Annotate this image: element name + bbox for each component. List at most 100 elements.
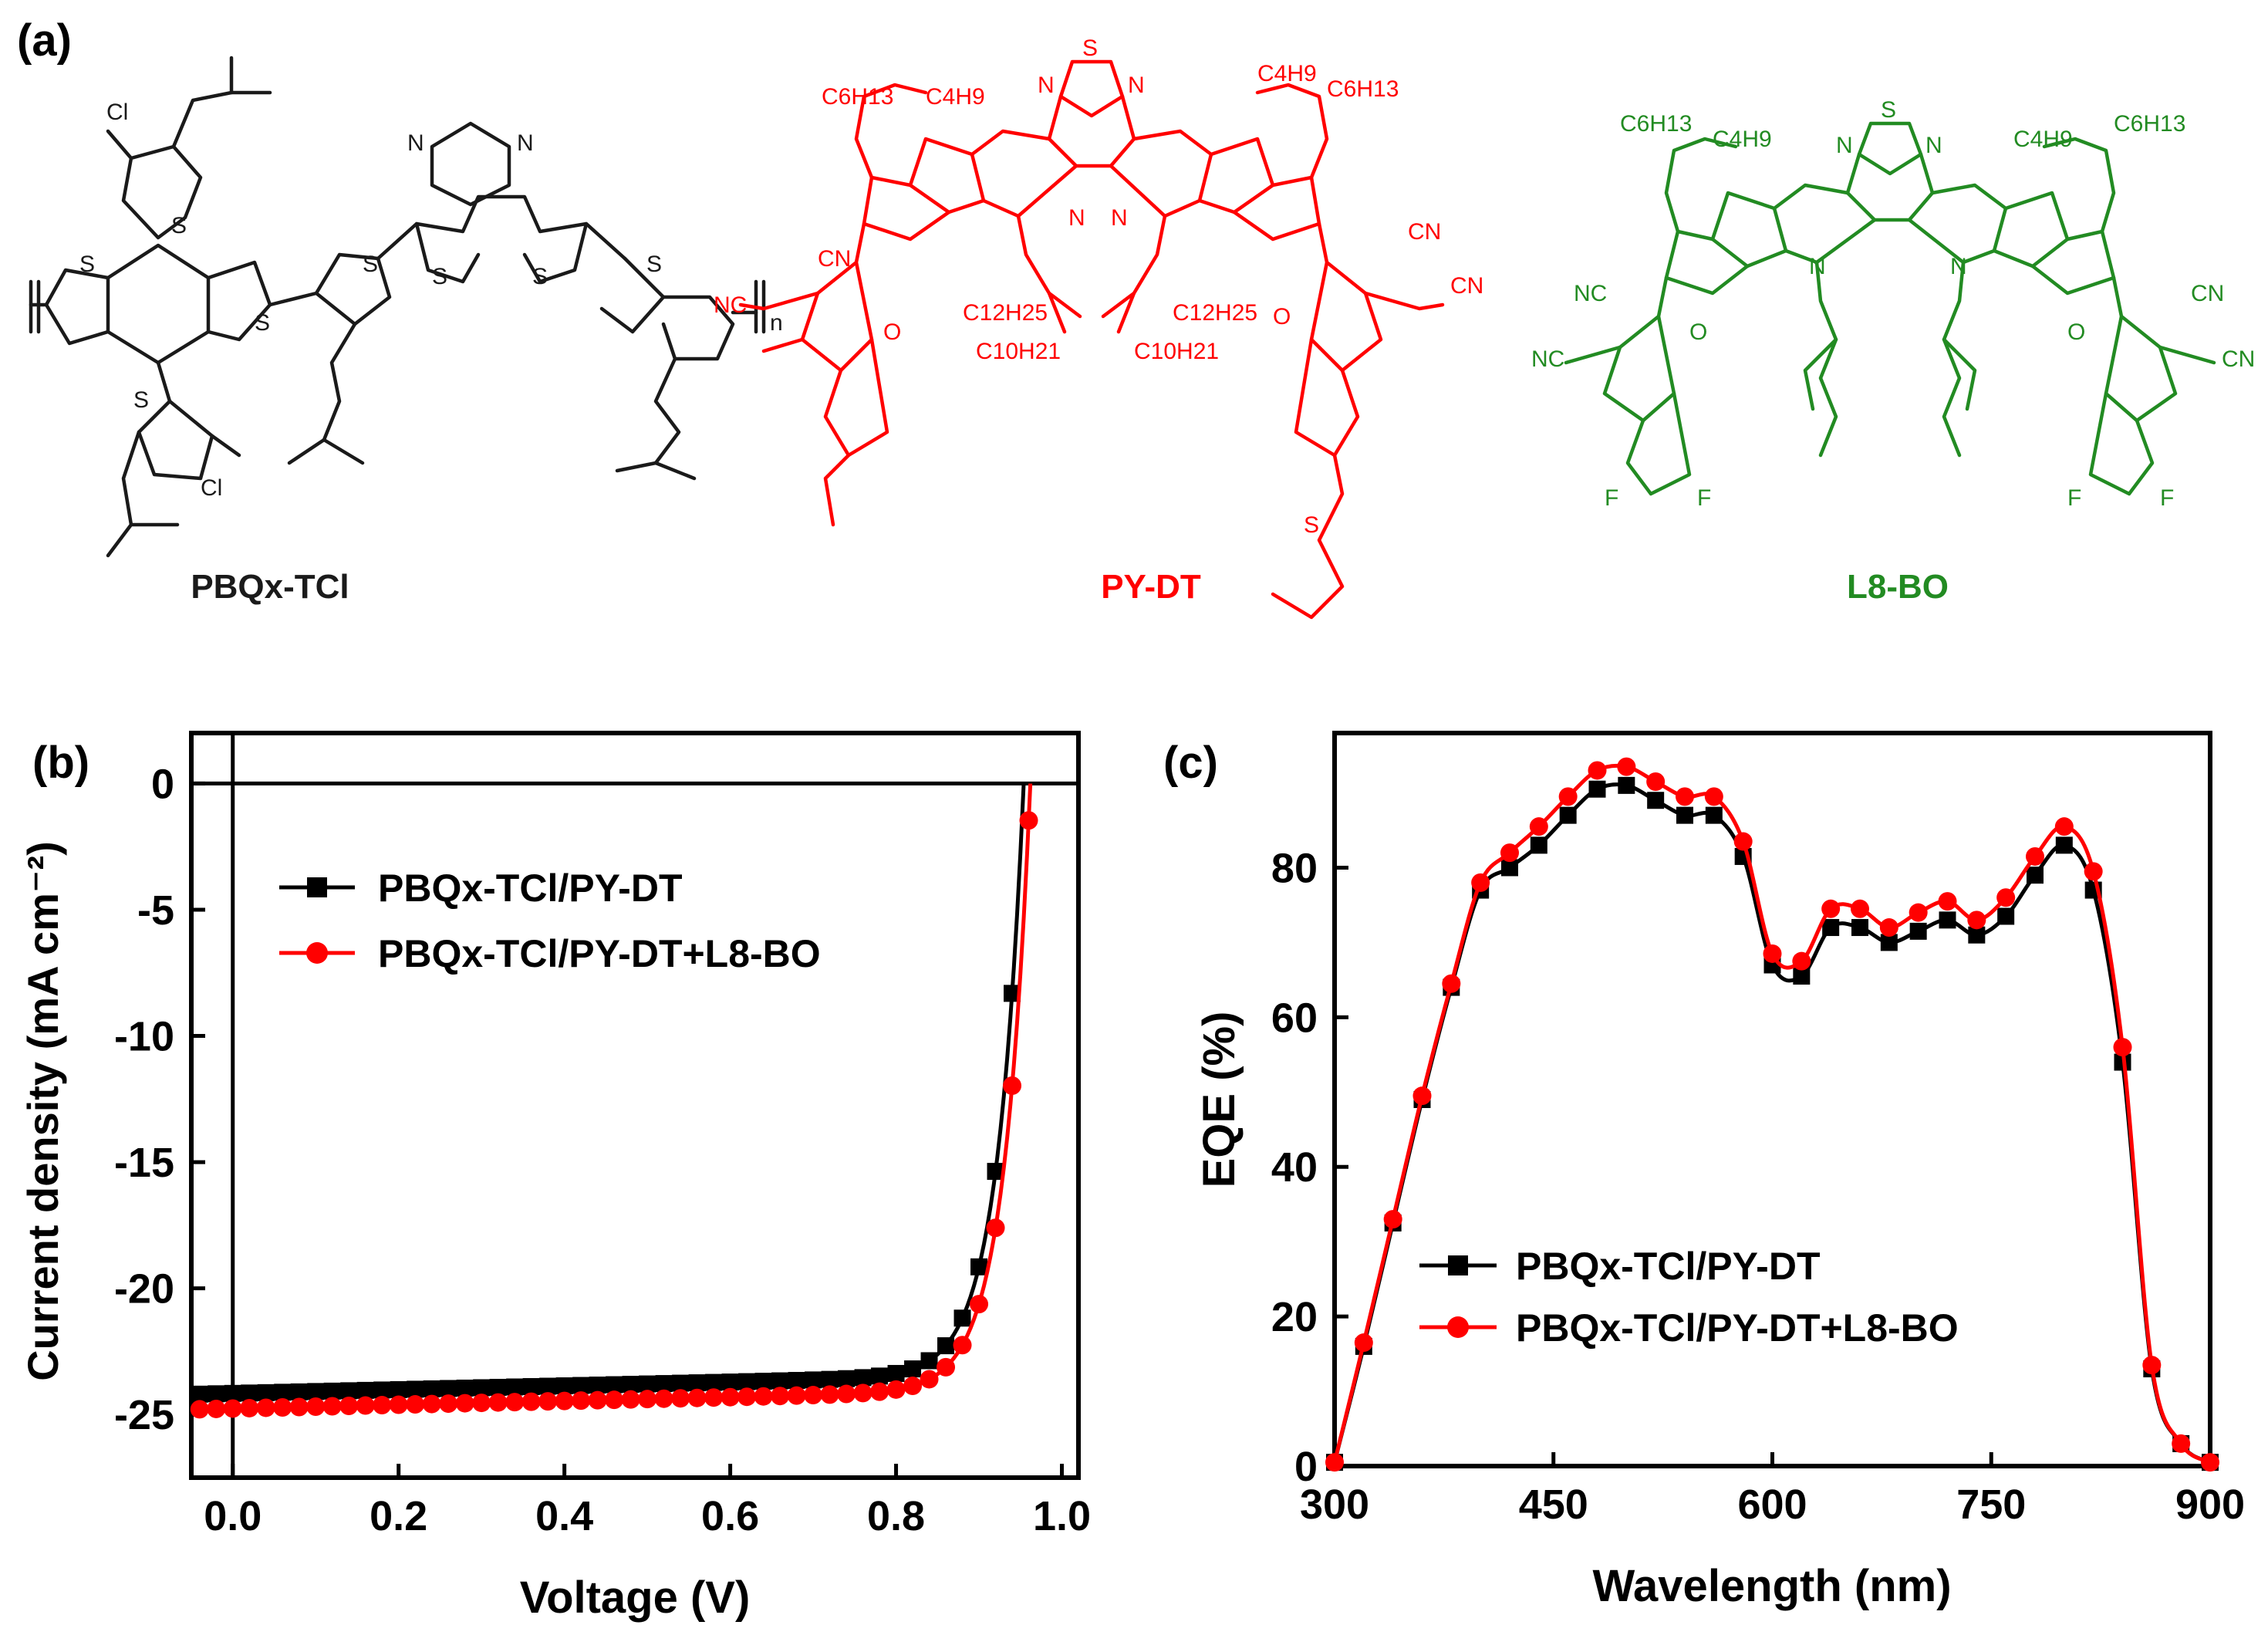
- svg-text:NC: NC: [1574, 281, 1607, 306]
- data-point-pbqx-tcl-py-dt: [539, 1377, 557, 1395]
- data-point-pbqx-tcl-py-dt-l8-bo: [820, 1385, 839, 1404]
- data-point-pbqx-tcl-py-dt: [1705, 806, 1723, 824]
- data-point-pbqx-tcl-py-dt-l8-bo: [439, 1394, 458, 1414]
- data-point-pbqx-tcl-py-dt-l8-bo: [1733, 832, 1753, 851]
- data-point-pbqx-tcl-py-dt: [953, 1309, 971, 1327]
- svg-text:C4H9: C4H9: [926, 84, 985, 110]
- data-point-pbqx-tcl-py-dt-l8-bo: [920, 1370, 939, 1389]
- data-point-pbqx-tcl-py-dt-l8-bo: [455, 1394, 474, 1413]
- data-point-pbqx-tcl-py-dt: [1647, 792, 1665, 809]
- data-point-pbqx-tcl-py-dt-l8-bo: [190, 1400, 209, 1419]
- data-point-pbqx-tcl-py-dt-l8-bo: [322, 1397, 342, 1416]
- data-point-pbqx-tcl-py-dt: [1501, 859, 1518, 877]
- data-point-pbqx-tcl-py-dt-l8-bo: [373, 1396, 392, 1415]
- x-tick-label: 450: [1519, 1482, 1588, 1528]
- data-point-pbqx-tcl-py-dt-l8-bo: [1909, 903, 1928, 922]
- data-point-pbqx-tcl-py-dt: [572, 1377, 590, 1394]
- svg-text:C4H9: C4H9: [2013, 127, 2073, 152]
- data-point-pbqx-tcl-py-dt-l8-bo: [1996, 888, 2016, 907]
- data-point-pbqx-tcl-py-dt-l8-bo: [1325, 1453, 1344, 1472]
- data-point-pbqx-tcl-py-dt-l8-bo: [1529, 817, 1548, 836]
- legend-label-pbqx-tcl-py-dt: PBQx-TCl/PY-DT: [378, 867, 682, 910]
- data-point-pbqx-tcl-py-dt: [191, 1385, 208, 1403]
- data-point-pbqx-tcl-py-dt-l8-bo: [306, 1397, 326, 1416]
- x-tick-label: 0.0: [204, 1493, 262, 1539]
- legend-marker-square: [1448, 1255, 1468, 1275]
- pbqx-tcl-atoms: Cl S S S S Cl S N N S S S n: [79, 100, 783, 501]
- data-point-pbqx-tcl-py-dt-l8-bo: [903, 1377, 923, 1396]
- data-point-pbqx-tcl-py-dt: [522, 1377, 540, 1395]
- data-point-pbqx-tcl-py-dt: [274, 1384, 292, 1401]
- data-point-pbqx-tcl-py-dt: [821, 1370, 839, 1388]
- data-point-pbqx-tcl-py-dt: [655, 1375, 673, 1393]
- chart-c-y-axis-label: EQE (%): [1194, 1012, 1244, 1188]
- data-point-pbqx-tcl-py-dt: [1909, 922, 1927, 940]
- svg-text:S: S: [532, 264, 548, 289]
- svg-text:NC: NC: [1531, 346, 1564, 372]
- svg-text:S: S: [171, 213, 187, 238]
- data-point-pbqx-tcl-py-dt: [754, 1373, 772, 1390]
- y-tick-label: 20: [1271, 1294, 1318, 1340]
- data-point-pbqx-tcl-py-dt-l8-bo: [1938, 892, 1957, 911]
- data-point-pbqx-tcl-py-dt: [1530, 836, 1547, 854]
- pbqx-tcl-structure: [29, 56, 766, 558]
- data-point-pbqx-tcl-py-dt: [788, 1371, 805, 1389]
- data-point-pbqx-tcl-py-dt: [307, 1383, 325, 1400]
- molecule-name-py-dt: PY-DT: [1101, 568, 1201, 606]
- data-point-pbqx-tcl-py-dt-l8-bo: [588, 1390, 607, 1410]
- data-point-pbqx-tcl-py-dt: [1793, 968, 1811, 985]
- data-point-pbqx-tcl-py-dt-l8-bo: [1412, 1086, 1432, 1106]
- data-point-pbqx-tcl-py-dt: [224, 1384, 241, 1402]
- data-point-pbqx-tcl-py-dt-l8-bo: [970, 1295, 989, 1314]
- svg-text:N: N: [1038, 73, 1055, 98]
- py-dt-structure: [738, 59, 1445, 620]
- chart-c-legend: PBQx-TCl/PY-DT PBQx-TCl/PY-DT+L8-BO: [1419, 1245, 1959, 1350]
- data-point-pbqx-tcl-py-dt: [473, 1379, 491, 1397]
- y-tick-label: -10: [114, 1014, 174, 1060]
- x-tick-label: 1.0: [1033, 1493, 1091, 1539]
- data-point-pbqx-tcl-py-dt: [1676, 806, 1693, 824]
- panel-a: (a): [17, 15, 2255, 620]
- data-point-pbqx-tcl-py-dt-l8-bo: [2084, 862, 2103, 881]
- data-point-pbqx-tcl-py-dt: [1880, 934, 1898, 951]
- py-dt-atoms: S N N N N C6H13 C4H9 C4H9 C6H13 CN NC CN…: [714, 35, 1483, 538]
- y-tick-label: 0: [151, 761, 174, 807]
- data-point-pbqx-tcl-py-dt-l8-bo: [406, 1395, 425, 1414]
- data-point-pbqx-tcl-py-dt-l8-bo: [937, 1357, 956, 1377]
- x-tick-label: 900: [2175, 1482, 2245, 1528]
- data-point-pbqx-tcl-py-dt-l8-bo: [273, 1397, 292, 1417]
- y-tick-label: -5: [137, 887, 174, 934]
- y-tick-label: 80: [1271, 845, 1318, 891]
- data-point-pbqx-tcl-py-dt: [639, 1375, 656, 1393]
- svg-text:N: N: [517, 130, 534, 156]
- svg-text:S: S: [1304, 512, 1319, 538]
- svg-text:N: N: [1111, 205, 1128, 231]
- svg-text:CN: CN: [2222, 346, 2255, 372]
- data-point-pbqx-tcl-py-dt-l8-bo: [289, 1397, 309, 1417]
- svg-text:C10H21: C10H21: [1134, 339, 1219, 364]
- data-point-pbqx-tcl-py-dt-l8-bo: [521, 1392, 541, 1411]
- data-point-pbqx-tcl-py-dt-l8-bo: [837, 1384, 856, 1404]
- svg-text:S: S: [432, 264, 447, 289]
- svg-text:C12H25: C12H25: [1173, 300, 1257, 326]
- series-line-pbqx-tcl-py-dt: [1332, 782, 2212, 1465]
- data-point-pbqx-tcl-py-dt: [838, 1370, 856, 1387]
- data-point-pbqx-tcl-py-dt: [407, 1380, 424, 1398]
- legend-marker-circle: [306, 942, 328, 964]
- data-point-pbqx-tcl-py-dt-l8-bo: [2172, 1434, 2191, 1453]
- data-point-pbqx-tcl-py-dt-l8-bo: [2142, 1356, 2162, 1375]
- data-point-pbqx-tcl-py-dt-l8-bo: [771, 1387, 790, 1406]
- data-point-pbqx-tcl-py-dt: [970, 1258, 988, 1275]
- legend-marker-circle: [1447, 1316, 1469, 1338]
- data-point-pbqx-tcl-py-dt: [373, 1381, 391, 1399]
- data-point-pbqx-tcl-py-dt: [2055, 836, 2073, 854]
- panel-a-label: (a): [17, 15, 72, 66]
- chart-b-legend: PBQx-TCl/PY-DT PBQx-TCl/PY-DT+L8-BO: [279, 867, 821, 975]
- data-point-pbqx-tcl-py-dt-l8-bo: [687, 1388, 707, 1407]
- chart-c-series: [1325, 757, 2219, 1472]
- y-tick-label: 0: [1294, 1444, 1318, 1490]
- svg-text:C6H13: C6H13: [1620, 111, 1692, 137]
- data-point-pbqx-tcl-py-dt-l8-bo: [1471, 873, 1490, 892]
- data-point-pbqx-tcl-py-dt-l8-bo: [1588, 761, 1607, 780]
